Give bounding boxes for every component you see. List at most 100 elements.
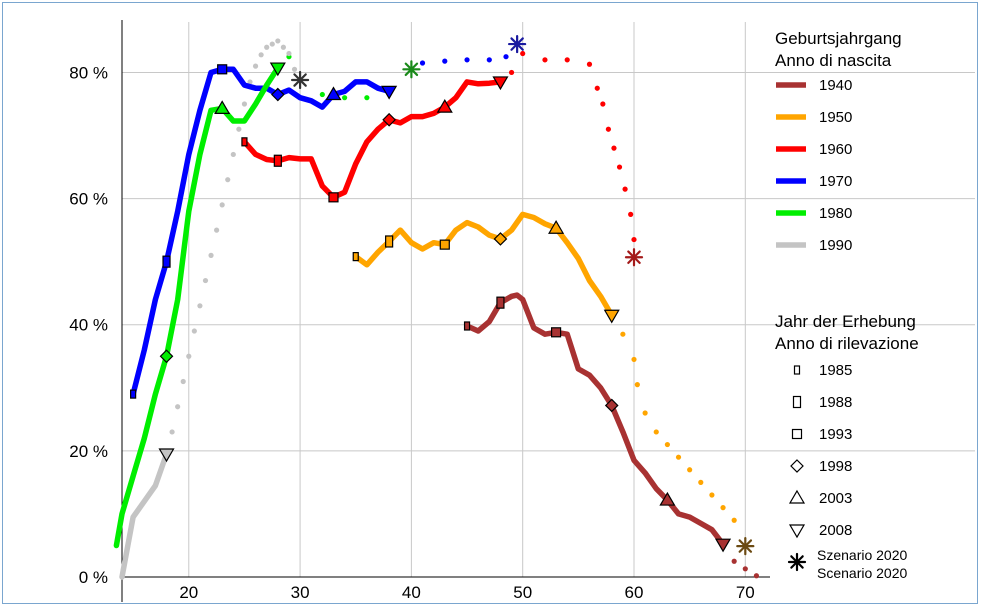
projection-dot-1970: [486, 57, 492, 63]
projection-dot-1950: [698, 479, 704, 485]
legend-label-1960: 1960: [819, 141, 852, 158]
marker-2008-1980: [269, 62, 286, 77]
projection-dot-1960: [628, 211, 634, 217]
marker-2003-1950: [548, 220, 565, 234]
projection-dot-1950: [709, 492, 715, 498]
projection-dot-1960: [631, 236, 637, 243]
series-line-1990: [119, 451, 170, 580]
marker-Szenario-2020-1990: [290, 70, 310, 90]
marker-1993-1950: [439, 239, 450, 250]
projection-dot-1980: [364, 95, 370, 101]
marker-1988-1950: [385, 235, 394, 248]
projection-dot-1960: [520, 50, 526, 57]
projection-dot-1990: [291, 66, 298, 72]
x-tick-label: 40: [402, 583, 421, 602]
legend-marker-1985: [793, 365, 801, 375]
marker-1998-1980: [159, 349, 174, 364]
projection-dot-1950: [720, 505, 726, 511]
legend-marker-2008: [788, 524, 806, 539]
projection-dot-1950: [631, 356, 637, 363]
projection-dot-1990: [280, 44, 286, 50]
legend-marker-Szenario-2020: [787, 552, 807, 572]
projection-dot-1950: [687, 467, 693, 473]
legend-survey-label: 1993: [819, 426, 852, 443]
marker-Szenario-2020-1980: [402, 60, 421, 79]
projection-dot-1990: [236, 126, 242, 132]
projection-dot-1990: [208, 252, 214, 258]
series-line-1960: [241, 79, 504, 201]
projection-dot-1950: [675, 454, 682, 460]
y-tick-label: 20 %: [69, 442, 108, 461]
projection-dot-1960: [594, 85, 600, 91]
legend-survey-title-line1: Jahr der Erhebung: [775, 312, 916, 331]
projection-dot-1990: [175, 404, 181, 410]
projection-dot-1950: [653, 429, 659, 435]
marker-1985-1970: [130, 389, 137, 399]
asterisk-stroke: [738, 539, 753, 553]
asterisk-stroke: [510, 37, 524, 51]
legend-cohort-title-line1: Geburtsjahrgang: [775, 29, 902, 48]
legend-cohort-title-line2: Anno di nascita: [775, 51, 892, 70]
projection-dot-1960: [622, 186, 628, 192]
marker-2008-1950: [603, 309, 620, 324]
projection-dot-1960: [611, 145, 617, 151]
marker-Szenario-2020-1970: [508, 34, 527, 54]
projection-dot-1950: [642, 410, 648, 416]
marker-1985-1950: [352, 252, 359, 262]
tick-labels: 0 % 20 % 40 % 60 % 80 % 20 30 40 50 60 70: [69, 63, 755, 602]
legend-label-1980: 1980: [819, 205, 852, 222]
legend-survey-label: Szenario 2020: [817, 547, 908, 563]
marker-2003-1960: [436, 98, 453, 113]
series-line-1940: [464, 292, 726, 547]
legend-survey-label: 2003: [819, 490, 852, 507]
x-tick-label: 30: [291, 583, 310, 602]
projection-dot-1940: [742, 566, 748, 572]
projection-dot-1960: [542, 57, 548, 63]
marker-2008-1940: [714, 538, 732, 553]
grid: [122, 22, 975, 577]
projection-dot-1990: [191, 328, 197, 334]
projection-dot-1980: [319, 91, 325, 98]
marker-2003-1980: [214, 100, 231, 115]
projection-dot-1990: [269, 41, 275, 47]
projection-dot-1960: [616, 164, 623, 170]
marker-1988-1960: [273, 154, 282, 167]
y-tick-label: 80 %: [69, 63, 108, 82]
y-tick-label: 0 %: [79, 568, 108, 587]
legend-marker-1998: [790, 459, 804, 473]
survey-markers: [130, 34, 755, 556]
marker-1993-1970: [217, 64, 228, 75]
marker-2003-1970: [325, 86, 342, 101]
projection-dot-1990: [186, 353, 192, 359]
projection-dot-1990: [197, 303, 203, 309]
marker-1993-1940: [550, 327, 562, 338]
asterisk-stroke: [627, 250, 641, 265]
x-tick-label: 20: [179, 583, 198, 602]
marker-1985-1960: [241, 137, 248, 147]
projection-dot-1970: [464, 57, 470, 63]
projection-dot-1960: [586, 61, 593, 67]
projection-dot-1950: [731, 517, 737, 523]
projection-dot-1940: [753, 573, 760, 579]
legend: Geburtsjahrgang Anno di nascita 1940 1950 19…: [775, 29, 919, 581]
projection-dot-1990: [219, 202, 225, 208]
legend-survey-title-line2: Anno di rilevazione: [775, 334, 919, 353]
legend-label-1940: 1940: [819, 77, 852, 94]
projection-dot-1990: [241, 101, 248, 107]
projection-dot-1990: [214, 227, 220, 233]
legend-survey-label: 2008: [819, 522, 852, 539]
projection-dot-1960: [605, 126, 612, 132]
marker-1993-1960: [328, 192, 339, 203]
projection-dot-1990: [169, 429, 175, 435]
projection-dot-1990: [230, 151, 236, 158]
projection-dot-1990: [225, 177, 231, 183]
y-tick-label: 60 %: [69, 190, 108, 209]
projection-dot-1980: [342, 95, 348, 101]
marker-1998-1960: [382, 112, 396, 127]
projection-dot-1950: [634, 382, 640, 388]
legend-label-1970: 1970: [819, 173, 852, 190]
marker-Szenario-2020-1950: [736, 536, 755, 556]
legend-label-1990: 1990: [819, 237, 852, 254]
